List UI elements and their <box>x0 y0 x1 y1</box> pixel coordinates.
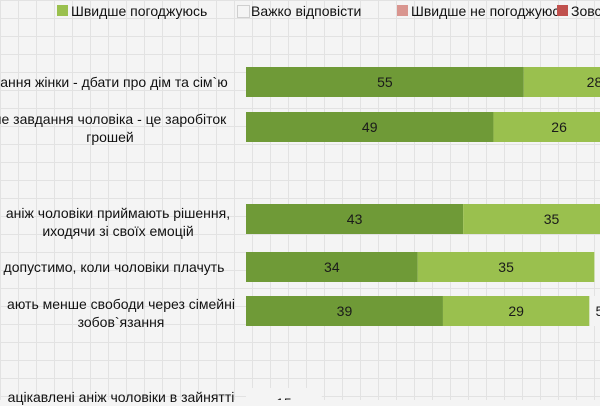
data-label-r1-s0: 49 <box>362 119 378 135</box>
data-label-r4-s2: 5 <box>596 303 600 319</box>
row-label-1-line-2: грошей <box>86 129 134 145</box>
row-label-2: аніж чоловіки приймають рішення, иходячи… <box>0 204 242 240</box>
legend-swatch-disagree-somewhat <box>397 5 408 16</box>
row-label-0: ання жінки - дбати про дім та сім`ю <box>0 73 238 91</box>
row-label-4: ають менше свободи через сімейні зобов`я… <box>0 295 245 331</box>
data-label-r4-s1: 29 <box>508 303 524 319</box>
row-label-5: ацікавлені аніж чоловіки в зайнятті <box>0 388 245 406</box>
row-label-2-line-1: аніж чоловіки приймають рішення, <box>5 205 231 221</box>
data-label-r3-s1: 35 <box>498 259 514 275</box>
data-label-r5-s2: 15 <box>276 395 292 400</box>
data-label-r4-s0: 39 <box>337 303 353 319</box>
legend-swatch-disagree-fully <box>557 5 568 16</box>
row-label-2-line-2: иходячи зі своїх емоцій <box>42 223 194 239</box>
legend-label-agree-somewhat: Швидше погоджуюсь <box>71 3 208 19</box>
row-label-3: допустимо, коли чоловіки плачуть <box>0 258 238 276</box>
data-label-r2-s0: 43 <box>347 211 363 227</box>
data-label-r2-s1: 35 <box>544 211 560 227</box>
bar-segment-r3-s0 <box>246 252 418 282</box>
bar-segment-r0-s1 <box>523 67 600 97</box>
legend-label-disagree-somewhat: Швидше не погоджуюсь <box>411 3 567 19</box>
data-label-r1-s1: 26 <box>551 119 567 135</box>
bar-segment-r3-s1 <box>417 252 595 282</box>
bar-segment-r1-s1 <box>493 112 600 142</box>
bar-segment-r4-s2 <box>589 296 600 326</box>
data-label-r0-s0: 55 <box>377 74 393 90</box>
bar-segment-r5-s2 <box>246 388 322 400</box>
row-label-4-line-2: зобов`язання <box>77 314 165 330</box>
bar-segment-r2-s0 <box>246 204 464 234</box>
bar-segment-r2-s1 <box>463 204 600 234</box>
legend: Швидше погоджуюсь Важко відповісти Швидш… <box>0 0 600 24</box>
bar-segment-r4-s0 <box>246 296 443 326</box>
legend-label-disagree-fully: Зовс <box>571 3 600 19</box>
row-label-4-line-1: ають менше свободи через сімейні <box>7 296 235 312</box>
legend-label-hard-to-say: Важко відповісти <box>251 3 362 19</box>
row-label-1: не завдання чоловіка - це заробіток грош… <box>0 110 234 146</box>
row-label-0-line-1: ання жінки - дбати про дім та сім`ю <box>0 74 228 90</box>
bar-segment-r3-s2 <box>594 252 600 282</box>
row-label-3-line-1: допустимо, коли чоловіки плачуть <box>3 259 225 275</box>
data-label-r0-s1: 28 <box>587 74 600 90</box>
bar-segment-r0-s0 <box>246 67 524 97</box>
bar-segment-r4-s1 <box>442 296 590 326</box>
legend-swatch-hard-to-say <box>237 5 250 18</box>
data-label-r3-s0: 34 <box>324 259 340 275</box>
legend-swatch-agree-somewhat <box>57 5 68 16</box>
bar-segment-r1-s0 <box>246 112 494 142</box>
row-label-1-line-1: не завдання чоловіка - це заробіток <box>0 111 227 127</box>
row-label-5-line-1: ацікавлені аніж чоловіки в зайнятті <box>7 389 235 405</box>
